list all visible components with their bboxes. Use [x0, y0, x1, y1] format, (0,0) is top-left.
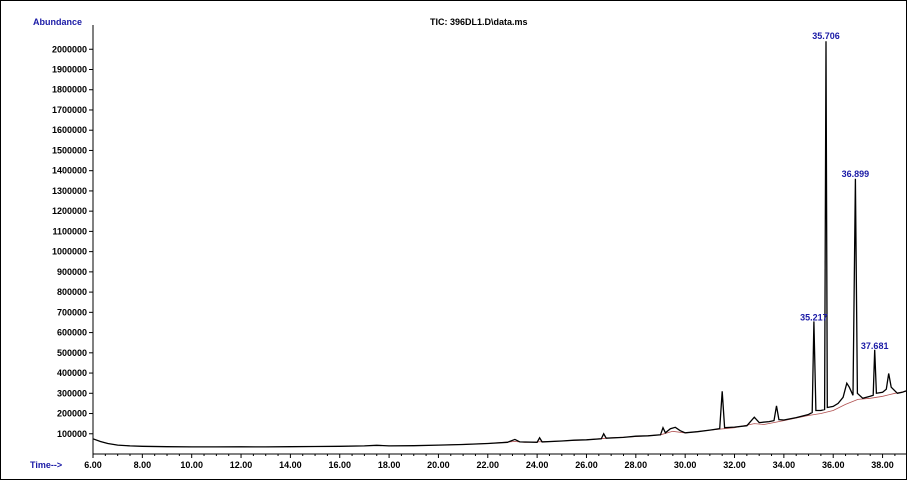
peak-label: 36.899	[842, 169, 870, 179]
y-tick-label: 1800000	[52, 85, 87, 95]
y-tick-label: 100000	[57, 429, 87, 439]
y-tick-label: 600000	[57, 328, 87, 338]
peak-label: 35.217	[800, 312, 828, 322]
y-tick-label: 800000	[57, 287, 87, 297]
tic-series-line	[92, 41, 907, 448]
y-tick-label: 1300000	[52, 186, 87, 196]
x-tick-label: 14.00	[279, 460, 302, 470]
x-tick-label: 18.00	[378, 460, 401, 470]
x-tick-label: 36.00	[822, 460, 845, 470]
y-tick-label: 200000	[57, 409, 87, 419]
y-tick-label: 1700000	[52, 105, 87, 115]
x-tick-label: 28.00	[625, 460, 648, 470]
x-axis-label: Time-->	[30, 460, 62, 470]
x-tick-label: 12.00	[230, 460, 253, 470]
x-tick-label: 8.00	[134, 460, 152, 470]
y-ticks: 100000 200000 300000 400000 500000 600000 7000…	[52, 44, 93, 439]
x-tick-label: 30.00	[674, 460, 697, 470]
x-tick-label: 20.00	[427, 460, 450, 470]
peak-labels: 35.706 36.899 35.217 37.681	[800, 31, 888, 351]
y-tick-label: 400000	[57, 368, 87, 378]
y-tick-label: 1900000	[52, 64, 87, 74]
x-tick-label: 34.00	[773, 460, 796, 470]
x-tick-label: 22.00	[477, 460, 500, 470]
y-tick-label: 500000	[57, 348, 87, 358]
x-ticks: 6.00 8.00 10.00 12.00 14.00 16.00 18.00 20.00 22…	[84, 454, 896, 470]
x-tick-label: 10.00	[180, 460, 203, 470]
y-tick-label: 300000	[57, 388, 87, 398]
x-tick-label: 6.00	[84, 460, 102, 470]
y-tick-label: 2000000	[52, 44, 87, 54]
y-tick-label: 1600000	[52, 125, 87, 135]
peak-label: 37.681	[861, 341, 889, 351]
y-tick-label: 700000	[57, 307, 87, 317]
y-axis-label: Abundance	[33, 17, 82, 27]
y-tick-label: 1000000	[52, 247, 87, 257]
y-tick-label: 1500000	[52, 145, 87, 155]
x-tick-label: 26.00	[575, 460, 598, 470]
integration-baseline	[438, 390, 907, 446]
peak-label: 35.706	[812, 31, 840, 41]
x-tick-label: 24.00	[526, 460, 549, 470]
x-tick-label: 32.00	[723, 460, 746, 470]
x-tick-label: 38.00	[871, 460, 894, 470]
y-tick-label: 1100000	[52, 226, 87, 236]
y-tick-label: 1400000	[52, 166, 87, 176]
y-tick-label: 1200000	[52, 206, 87, 216]
chart-title: TIC: 396DL1.D\data.ms	[430, 17, 528, 27]
y-tick-label: 900000	[57, 267, 87, 277]
x-tick-label: 16.00	[328, 460, 351, 470]
axes	[92, 25, 906, 455]
